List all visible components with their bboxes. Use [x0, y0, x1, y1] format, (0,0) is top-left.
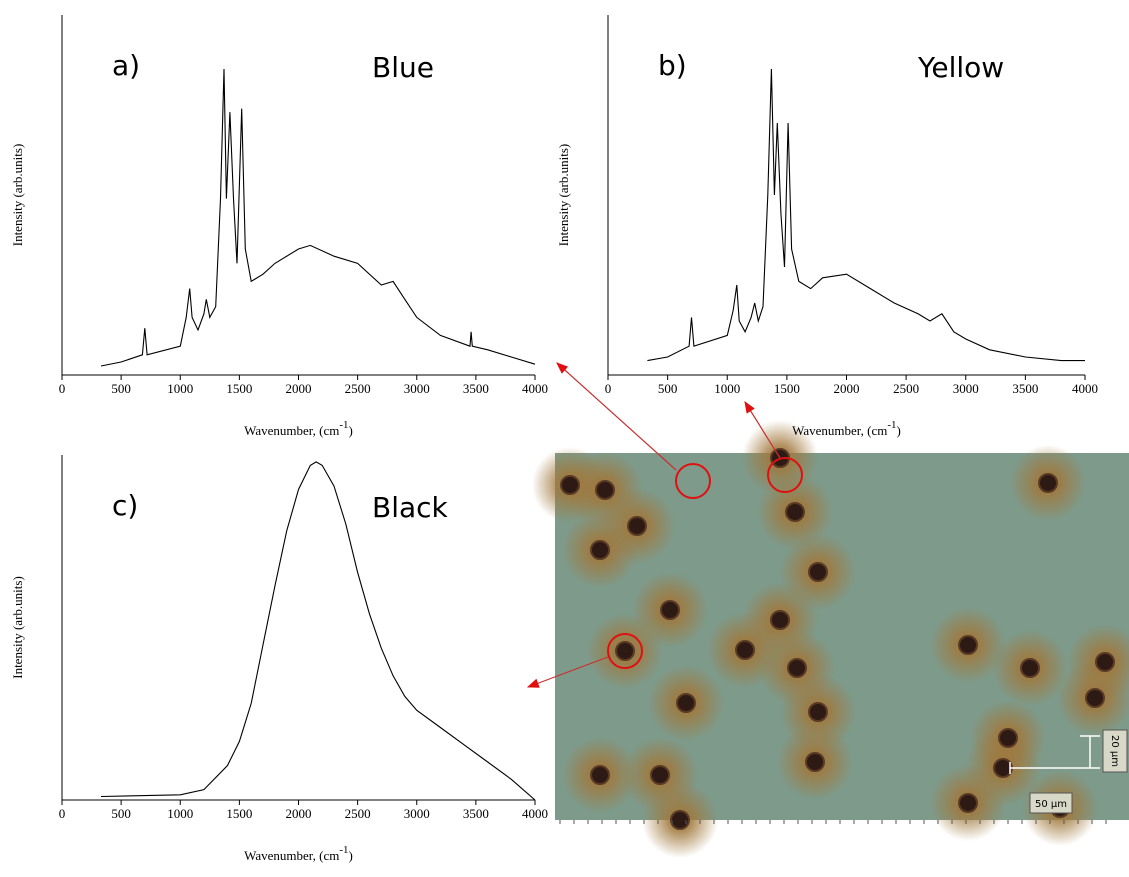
x-tick-label: 1500: [226, 806, 252, 821]
scale-label: 50 µm: [1035, 799, 1067, 810]
particle: [998, 728, 1018, 748]
particle: [735, 640, 755, 660]
particle: [1038, 473, 1058, 493]
scale-label: 20 µm: [1109, 735, 1120, 767]
x-tick-label: 4000: [1072, 381, 1098, 396]
sample-name: Blue: [372, 51, 434, 84]
chart: 0 500 1000 1500 2000 2500 3000 3500 4000 b) Yellow…: [556, 15, 1098, 438]
scale-label-box: [1029, 792, 1073, 814]
particle: [958, 793, 978, 813]
x-tick-label: 3500: [1012, 381, 1038, 396]
x-axis-title-main: Wavenumber, (cm: [244, 848, 339, 863]
particle: [785, 502, 805, 522]
particle: [958, 635, 978, 655]
x-axis-title: Wavenumber, (cm-1): [244, 844, 353, 863]
x-tick-label: 3500: [463, 806, 489, 821]
x-tick-label: 1500: [774, 381, 800, 396]
probe-circle: [767, 457, 803, 493]
x-tick-label: 3500: [463, 381, 489, 396]
x-tick-label: 4000: [522, 806, 548, 821]
x-axis-title-end: ): [349, 423, 353, 438]
x-tick-label: 0: [59, 381, 66, 396]
x-tick-label: 1500: [226, 381, 252, 396]
particle: [615, 641, 635, 661]
y-axis-title: Intensity (arb.units): [10, 144, 25, 247]
x-tick-label: 500: [658, 381, 678, 396]
chart: 0 500 1000 1500 2000 2500 3000 3500 4000 c) Black I…: [10, 455, 548, 863]
x-tick-label: 1000: [714, 381, 740, 396]
arrow: [744, 400, 781, 459]
particle: [590, 765, 610, 785]
probe-circle: [607, 633, 643, 669]
particle: [787, 658, 807, 678]
sample-name: Yellow: [917, 51, 1004, 84]
micrograph: 20 µm 50 µm: [532, 420, 1129, 858]
y-axis-title: Intensity (arb.units): [556, 144, 571, 247]
particle: [770, 610, 790, 630]
particle: [660, 600, 680, 620]
x-tick-label: 500: [111, 806, 131, 821]
x-axis-title: Wavenumber, (cm-1): [792, 419, 901, 438]
x-axis-title-end: ): [349, 848, 353, 863]
panel-label: a): [112, 49, 140, 82]
particle: [670, 810, 690, 830]
scale-bar-20: [1009, 735, 1100, 774]
x-axis-title: Wavenumber, (cm-1): [244, 419, 353, 438]
arrow: [556, 362, 677, 471]
x-axis-title-main: Wavenumber, (cm: [792, 423, 887, 438]
x-tick-label: 3000: [404, 806, 430, 821]
particle: [808, 702, 828, 722]
x-tick-label: 1000: [167, 381, 193, 396]
x-tick-label: 4000: [522, 381, 548, 396]
x-axis-title-end: ): [897, 423, 901, 438]
scale-label-box: [1102, 729, 1128, 773]
x-tick-label: 2000: [834, 381, 860, 396]
x-tick-label: 2500: [345, 806, 371, 821]
x-axis-title-sup: -1: [339, 844, 348, 856]
sample-name: Black: [372, 491, 449, 524]
x-axis-title-main: Wavenumber, (cm: [244, 423, 339, 438]
x-tick-label: 3000: [953, 381, 979, 396]
spectrum-line: [647, 68, 1085, 362]
x-tick-label: 1000: [167, 806, 193, 821]
chart: 0 500 1000 1500 2000 2500 3000 3500 4000 a) Blue In…: [10, 15, 548, 438]
x-tick-label: 2000: [286, 806, 312, 821]
x-tick-label: 2500: [893, 381, 919, 396]
particle: [627, 516, 647, 536]
x-tick-label: 2000: [286, 381, 312, 396]
particle: [595, 480, 615, 500]
x-tick-label: 500: [111, 381, 131, 396]
particle: [560, 475, 580, 495]
particle: [805, 752, 825, 772]
arrow: [526, 656, 609, 688]
spectrum-line: [100, 461, 536, 801]
particle: [1095, 652, 1115, 672]
spectrum-line: [100, 68, 536, 367]
probe-circle: [675, 463, 711, 499]
particle: [676, 693, 696, 713]
x-tick-label: 0: [59, 806, 66, 821]
x-tick-label: 0: [605, 381, 612, 396]
panel-label: c): [112, 489, 138, 522]
x-axis-title-sup: -1: [887, 419, 896, 431]
x-tick-label: 3000: [404, 381, 430, 396]
particle: [650, 765, 670, 785]
particle: [1020, 658, 1040, 678]
panel-label: b): [658, 49, 687, 82]
particle: [808, 562, 828, 582]
x-axis-title-sup: -1: [339, 419, 348, 431]
particle: [590, 540, 610, 560]
particle: [1085, 688, 1105, 708]
x-tick-label: 2500: [345, 381, 371, 396]
y-axis-title: Intensity (arb.units): [10, 576, 25, 679]
